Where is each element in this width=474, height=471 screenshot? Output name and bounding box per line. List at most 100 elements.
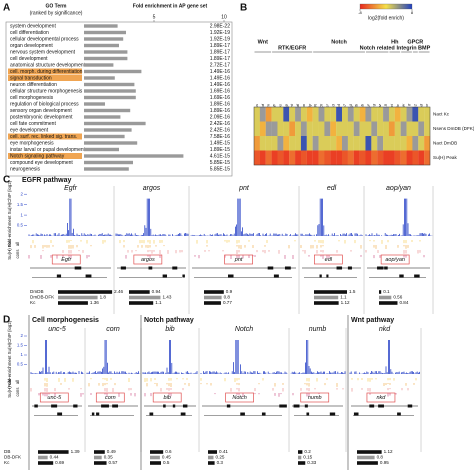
- gene-name: sty: [307, 103, 312, 109]
- bar-label: 1.1: [340, 295, 347, 300]
- go-term: regulation of biological process: [10, 101, 79, 107]
- heatmap-cell: [406, 150, 413, 166]
- site-label: Su(H) site: [7, 240, 12, 260]
- exon: [384, 266, 388, 270]
- bar-label: 0.69: [55, 460, 64, 465]
- heatmap-cell: [359, 150, 366, 166]
- exon: [103, 404, 109, 408]
- heatmap-cell: [254, 121, 260, 137]
- bar: [84, 30, 126, 35]
- exon: [148, 266, 153, 270]
- bar: [84, 50, 128, 54]
- heatmap-cell: [424, 150, 431, 166]
- heatmap-cell: [342, 150, 348, 166]
- heatmap-cell: [283, 150, 290, 166]
- gene-box-label: corn: [105, 395, 116, 401]
- bar: [129, 290, 150, 294]
- bar: [379, 301, 398, 305]
- heatmap-cell: [318, 150, 325, 166]
- heatmap-cell: [277, 136, 284, 151]
- bar-label: 1.43: [162, 295, 171, 300]
- p-value: 1.49E-16: [210, 75, 231, 81]
- go-term: anatomical structure development: [10, 62, 86, 68]
- gene-header: edl: [327, 185, 337, 192]
- heatmap-cell: [347, 121, 354, 137]
- bar-label: 0.77: [223, 300, 232, 305]
- go-title: GO Term: [45, 3, 67, 9]
- group-label: Wnt: [258, 39, 269, 45]
- heatmap-cell: [265, 107, 272, 122]
- bar-label: 0.41: [219, 449, 228, 454]
- bar: [357, 455, 375, 460]
- heatmap-cell: [312, 150, 319, 166]
- gene-name: ci: [389, 104, 394, 107]
- bar: [150, 450, 164, 454]
- heatmap-cell: [412, 136, 419, 151]
- group-label: RTK/EGFR: [278, 45, 306, 51]
- go-term: cell. morph. during differentiation: [10, 69, 83, 75]
- heatmap-cell: [295, 107, 302, 122]
- highlight: [8, 68, 82, 75]
- heatmap-cell: [400, 150, 407, 166]
- gene-box-label: aop/yan: [385, 257, 405, 263]
- p-value: 1.89E-17: [210, 43, 231, 49]
- go-term: signal transduction: [10, 75, 52, 81]
- bar-row-label: Kc: [4, 460, 10, 465]
- heatmap-cell: [271, 136, 278, 151]
- heatmap-cell: [312, 107, 319, 122]
- heatmap-cell: [300, 150, 307, 166]
- bar: [204, 295, 222, 300]
- gene-box-label: numb: [308, 395, 322, 401]
- bar-label: 0.94: [152, 289, 161, 294]
- colorbar: [359, 3, 413, 10]
- go-term: Notch signaling pathway: [10, 153, 65, 159]
- heatmap-cell: [306, 121, 313, 137]
- y-axis-label: Fold-enrichment Su(H)ChIP (log2): [7, 180, 12, 247]
- bar: [84, 89, 136, 93]
- gene-header: argos: [143, 185, 161, 192]
- go-term: cell development: [10, 56, 48, 62]
- exon: [407, 404, 413, 408]
- bar: [379, 290, 382, 294]
- group-label: GPCR: [407, 39, 423, 45]
- bar: [58, 301, 88, 305]
- heatmap-cell: [342, 121, 348, 137]
- p-value: 1.49E-15: [210, 140, 231, 146]
- highlight: [8, 75, 82, 81]
- exon: [306, 412, 310, 416]
- bar-label: 0.8: [377, 455, 384, 460]
- gene-name: bib: [354, 103, 359, 109]
- exon: [273, 274, 279, 278]
- go-term: nervous system development: [10, 49, 76, 55]
- heatmap-cell: [412, 107, 419, 122]
- heatmap-cell: [359, 107, 366, 122]
- heatmap-cell: [265, 136, 272, 151]
- bar: [84, 147, 119, 152]
- heatmap-cell: [324, 136, 331, 151]
- heatmap-cell: [400, 136, 407, 151]
- heatmap-cell: [371, 136, 378, 151]
- site-row: all: [15, 380, 20, 384]
- gene-name: Brd: [371, 103, 376, 110]
- heatmap-cell: [424, 136, 431, 151]
- gene-box-label: bib: [164, 395, 171, 401]
- exon: [85, 274, 92, 278]
- heatmap-cell: [383, 107, 390, 122]
- heatmap-cell: [306, 150, 313, 166]
- heatmap-cell: [306, 107, 313, 122]
- y-tick-label: 1: [21, 212, 24, 217]
- exon: [293, 404, 299, 408]
- exon: [59, 412, 62, 416]
- exon: [369, 404, 375, 408]
- heatmap-cell: [259, 107, 266, 122]
- heatmap-cell: [424, 121, 431, 137]
- p-value: 2.42E-16: [210, 121, 231, 127]
- y-tick-label: 0.5: [17, 223, 24, 228]
- bar-label: 0.49: [107, 449, 116, 454]
- p-value: 1.89E-15: [210, 147, 231, 153]
- y-tick-label: 1: [21, 352, 24, 357]
- heatmap-cell: [259, 136, 266, 151]
- heatmap-cell: [289, 121, 296, 137]
- gene-box: [95, 392, 125, 403]
